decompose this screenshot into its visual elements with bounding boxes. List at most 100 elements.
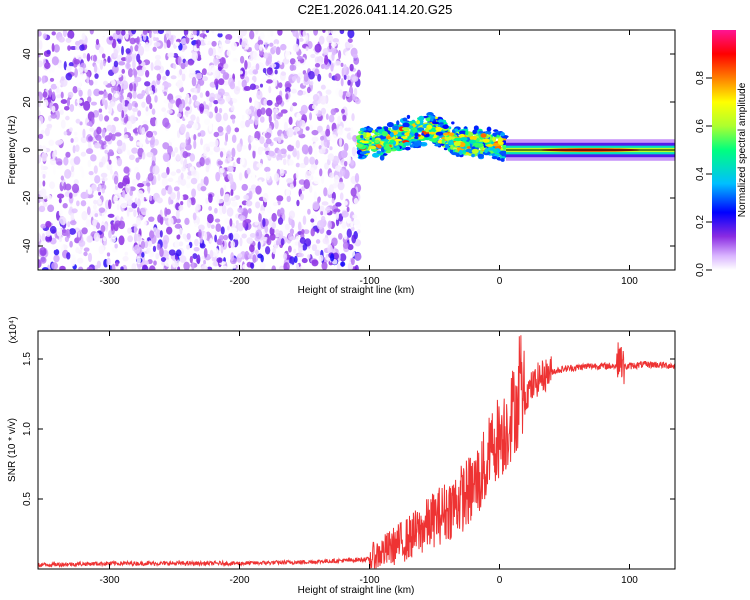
spectrogram-signal-cell — [409, 144, 414, 148]
spectrogram-noise-cell — [287, 144, 295, 152]
spectrogram-xtick-label: -300 — [99, 276, 119, 287]
spectrogram-noise-cell — [231, 134, 237, 144]
spectrogram-noise-cell — [255, 229, 263, 240]
spectrogram-noise-cell — [179, 255, 187, 263]
spectrogram-noise-cell — [190, 177, 198, 185]
spectrogram-noise-cell — [135, 157, 140, 163]
spectrogram-noise-cell — [311, 129, 319, 136]
spectrogram-noise-cell — [217, 88, 225, 96]
spectrogram-noise-cell — [230, 105, 235, 112]
spectrogram-noise-cell — [153, 139, 159, 146]
spectrogram-noise-cell — [340, 261, 346, 267]
spectrogram-signal-cell — [402, 122, 410, 128]
spectrogram-noise-cell — [324, 103, 331, 109]
spectrogram-noise-cell — [300, 104, 308, 115]
spectrogram-noise-cell — [45, 220, 52, 228]
spectrogram-noise-cell — [211, 30, 215, 34]
spectrogram-noise-cell — [104, 149, 108, 154]
spectrogram-noise-cell — [258, 179, 263, 186]
spectrogram-noise-cell — [341, 108, 345, 114]
spectrogram-noise-cell — [335, 211, 340, 221]
spectrogram-noise-cell — [110, 222, 115, 231]
spectrogram-noise-cell — [101, 128, 106, 138]
spectrogram-noise-cell — [55, 140, 62, 146]
spectrogram-signal-cell — [454, 137, 462, 142]
spectrogram-signal-cell — [371, 137, 376, 142]
spectrogram-noise-cell — [123, 166, 130, 174]
spectrogram-noise-cell — [189, 255, 193, 264]
spectrogram-noise-cell — [241, 114, 245, 120]
spectrogram-noise-cell — [175, 249, 182, 257]
spectrogram-noise-cell — [104, 99, 108, 110]
spectrogram-noise-cell — [280, 148, 287, 155]
spectrogram-signal-cell — [395, 145, 400, 151]
spectrogram-noise-cell — [87, 159, 92, 168]
spectrogram-noise-cell — [56, 227, 63, 237]
spectrogram-noise-cell — [351, 113, 355, 122]
spectrogram-noise-cell — [335, 217, 340, 227]
spectrogram-noise-cell — [172, 209, 177, 215]
spectrogram-noise-cell — [255, 63, 260, 71]
spectrogram-signal-cell — [389, 131, 394, 138]
spectrogram-signal-cell — [377, 126, 382, 130]
spectrogram-noise-cell — [265, 79, 273, 84]
spectrogram-noise-cell — [173, 186, 180, 192]
spectrogram-noise-cell — [113, 186, 121, 195]
spectrogram-noise-cell — [259, 83, 264, 88]
spectrogram-noise-cell — [296, 55, 303, 61]
spectrogram-noise-cell — [289, 58, 296, 65]
spectrogram-noise-cell — [68, 228, 76, 235]
spectrogram-noise-cell — [93, 64, 98, 73]
spectrogram-noise-cell — [82, 52, 87, 59]
snr-ylabel: SNR (10 * v/v) — [7, 418, 18, 482]
spectrogram-noise-cell — [317, 125, 323, 133]
spectrogram-signal-cell — [367, 127, 374, 132]
spectrogram-noise-cell — [303, 72, 309, 82]
spectrogram-signal-cell — [497, 138, 502, 144]
spectrogram-noise-cell — [75, 118, 81, 124]
spectrogram-noise-cell — [277, 112, 282, 117]
spectrogram-noise-cell — [91, 184, 98, 192]
spectrogram-noise-cell — [60, 76, 65, 81]
spectrogram-noise-cell — [146, 182, 151, 187]
spectrogram-noise-cell — [187, 60, 194, 66]
spectrogram-noise-cell — [60, 91, 64, 99]
spectrogram-noise-cell — [277, 135, 282, 144]
spectrogram-noise-cell — [72, 192, 78, 197]
spectrogram-noise-cell — [237, 207, 244, 214]
spectrogram-noise-cell — [292, 150, 298, 157]
spectrogram-noise-cell — [127, 67, 134, 78]
spectrogram-noise-cell — [48, 139, 55, 146]
spectrogram-noise-cell — [197, 51, 201, 56]
spectrogram-noise-cell — [68, 192, 73, 199]
spectrogram-noise-cell — [226, 207, 234, 217]
spectrogram-noise-cell — [129, 136, 134, 142]
spectrogram-noise-cell — [339, 168, 346, 177]
spectrogram-noise-cell — [178, 104, 184, 113]
spectrogram-noise-cell — [263, 52, 269, 59]
spectrogram-noise-cell — [133, 244, 141, 254]
spectrogram-noise-cell — [180, 62, 186, 70]
spectrogram-noise-cell — [217, 32, 223, 38]
spectrogram-noise-cell — [92, 218, 98, 227]
spectrogram-noise-cell — [38, 144, 43, 152]
spectrogram-noise-cell — [176, 234, 181, 240]
spectrogram-noise-cell — [166, 39, 171, 49]
spectrogram-noise-cell — [164, 110, 167, 119]
spectrogram-noise-cell — [51, 262, 59, 270]
spectrogram-noise-cell — [297, 252, 304, 258]
spectrogram-noise-cell — [129, 190, 133, 196]
spectrogram-noise-cell — [180, 172, 184, 180]
spectrogram-noise-cell — [280, 133, 284, 141]
spectrogram-noise-cell — [272, 45, 277, 51]
spectrogram-noise-cell — [279, 56, 283, 66]
spectrogram-noise-cell — [147, 172, 154, 182]
spectrogram-noise-cell — [70, 213, 75, 223]
spectrogram-noise-cell — [350, 221, 354, 228]
spectrogram-noise-cell — [67, 91, 74, 99]
spectrogram-noise-cell — [186, 198, 192, 208]
spectrogram-noise-cell — [79, 44, 85, 51]
spectrogram-signal-cell — [383, 126, 389, 130]
spectrogram-noise-cell — [296, 76, 301, 84]
spectrogram-noise-cell — [339, 30, 345, 35]
